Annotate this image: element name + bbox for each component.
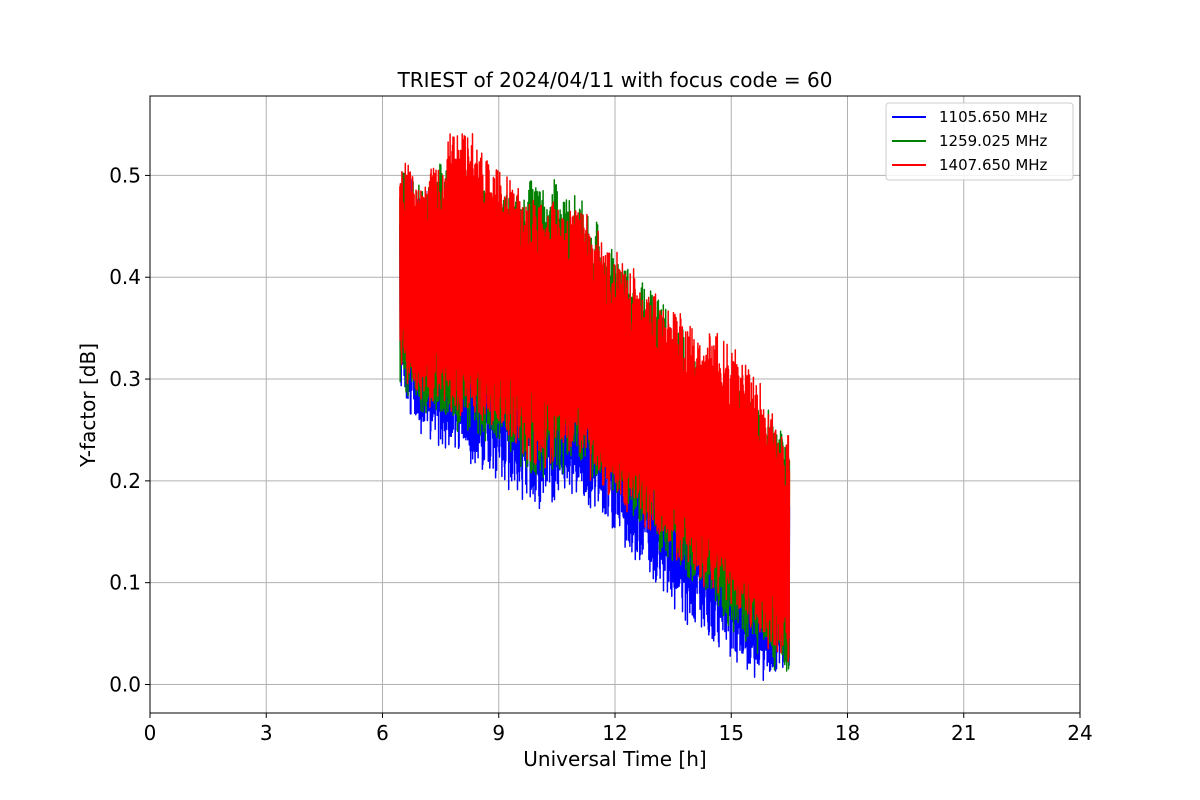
- x-tick-label: 0: [144, 721, 157, 745]
- y-tick-label: 0.3: [109, 367, 141, 391]
- x-tick-label: 12: [602, 721, 627, 745]
- y-tick-label: 0.2: [109, 469, 141, 493]
- legend-box: [885, 102, 1074, 181]
- legend-label: 1407.650 MHz: [939, 156, 1048, 174]
- legend-label: 1259.025 MHz: [939, 132, 1048, 150]
- y-tick-label: 0.5: [109, 163, 141, 187]
- y-axis: 0.0 0.1 0.2 0.3 0.4 0.5: [109, 163, 150, 696]
- x-tick-label: 3: [260, 721, 273, 745]
- y-tick-label: 0.1: [109, 571, 141, 595]
- x-tick-label: 18: [835, 721, 860, 745]
- x-tick-label: 15: [719, 721, 744, 745]
- chart-title: TRIEST of 2024/04/11 with focus code = 6…: [397, 68, 833, 92]
- x-axis: 0 3 6 9 12 15 18 21 24: [144, 713, 1093, 745]
- x-tick-label: 6: [376, 721, 389, 745]
- y-tick-label: 0.0: [109, 672, 141, 696]
- x-axis-label: Universal Time [h]: [523, 747, 706, 771]
- x-tick-label: 9: [492, 721, 505, 745]
- legend-label: 1105.650 MHz: [939, 108, 1048, 126]
- x-tick-label: 21: [951, 721, 976, 745]
- y-tick-label: 0.4: [109, 265, 141, 289]
- y-axis-label: Y-factor [dB]: [76, 343, 100, 468]
- plot-series: [399, 133, 791, 682]
- legend: 1105.650 MHz 1259.025 MHz 1407.650 MHz: [885, 102, 1074, 181]
- x-tick-label: 24: [1067, 721, 1092, 745]
- series-line: [399, 133, 791, 662]
